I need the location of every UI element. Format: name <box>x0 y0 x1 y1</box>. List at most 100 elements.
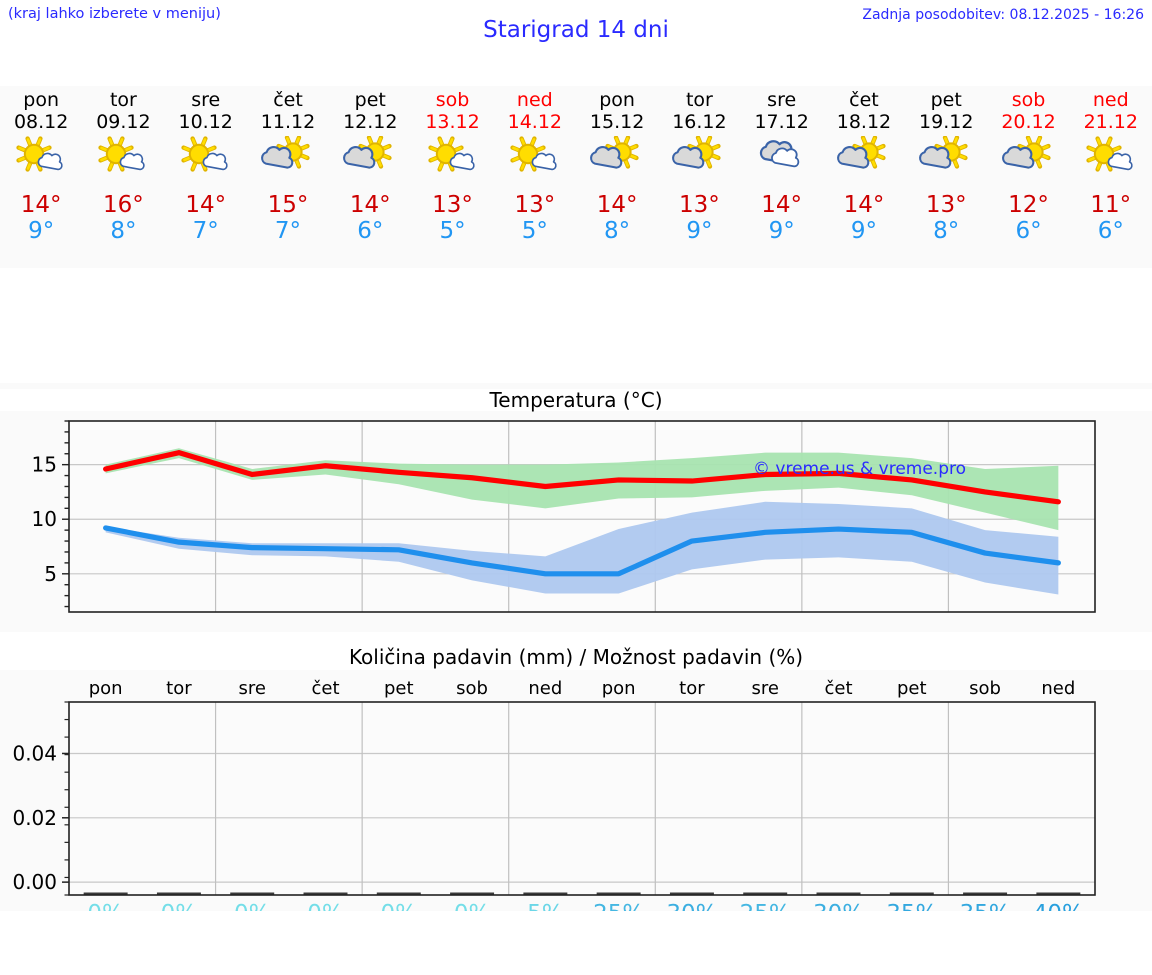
precipitation-probability-label: 40% <box>1033 901 1084 911</box>
min-temperature-value: 5° <box>521 218 548 244</box>
min-temperature-value: 6° <box>1015 218 1042 244</box>
precipitation-y-tick-label: 0.02 <box>12 806 57 830</box>
day-column[interactable]: sre 17.12 14° 9° <box>741 86 823 268</box>
min-temperature-value: 9° <box>28 218 55 244</box>
precipitation-bar <box>963 892 1008 895</box>
precipitation-chart-title: Količina padavin (mm) / Možnost padavin … <box>0 645 1152 670</box>
max-temperature-value: 13° <box>925 192 967 218</box>
day-column[interactable]: ned 21.12 11° 6° <box>1070 86 1152 268</box>
precipitation-bar <box>1036 892 1081 895</box>
temperature-y-tick-label: 5 <box>44 562 57 586</box>
page-title: Starigrad 14 dni <box>483 17 669 43</box>
day-column[interactable]: pon 15.12 14° 8° <box>576 86 658 268</box>
max-temperature-value: 13° <box>679 192 720 218</box>
min-temperature-value: 7° <box>274 218 302 244</box>
precipitation-probability-label: 0% <box>161 901 198 911</box>
max-temperature-value: 12° <box>1008 192 1049 218</box>
precipitation-probability-label: 30% <box>666 901 717 911</box>
precipitation-bar <box>156 892 201 895</box>
temperature-y-tick-label: 10 <box>32 507 57 531</box>
max-temperature-value: 14° <box>20 192 62 218</box>
max-temperature-value: 11° <box>1090 192 1132 218</box>
max-temperature-value: 16° <box>103 192 144 218</box>
precipitation-bar <box>230 892 275 895</box>
min-temperature-value: 6° <box>1097 218 1124 244</box>
precipitation-probability-label: 35% <box>960 901 1011 911</box>
day-column[interactable]: pet 12.12 14° 6° <box>329 86 411 268</box>
day-of-week-label: ned <box>516 89 553 111</box>
menu-hint-text: (kraj lahko izberete v meniju) <box>8 6 221 22</box>
precipitation-probability-label: 0% <box>307 901 344 911</box>
cloud-sun-icon <box>257 135 319 183</box>
day-date-label: 21.12 <box>1083 111 1138 133</box>
precipitation-day-label: sob <box>969 678 1001 699</box>
day-column[interactable]: tor 09.12 16° 8° <box>82 86 164 268</box>
day-column[interactable]: ned 14.12 13° 5° <box>494 86 576 268</box>
day-column[interactable]: sob 13.12 13° 5° <box>411 86 493 268</box>
day-column[interactable]: čet 11.12 15° 7° <box>247 86 329 268</box>
precipitation-probability-label: 30% <box>813 901 864 911</box>
day-column[interactable]: pet 19.12 13° 8° <box>905 86 987 268</box>
day-of-week-label: tor <box>685 89 713 111</box>
day-date-label: 10.12 <box>178 111 233 133</box>
watermark-text: © vreme.us & vreme.pro <box>753 459 966 479</box>
last-updated-text: Zadnja posodobitev: 08.12.2025 - 16:26 <box>862 7 1144 23</box>
precipitation-bar <box>376 892 421 895</box>
day-date-label: 14.12 <box>507 111 563 133</box>
day-of-week-label: sre <box>767 89 797 111</box>
day-column[interactable]: sre 10.12 14° 7° <box>165 86 247 268</box>
day-of-week-label: sob <box>1011 89 1046 111</box>
day-of-week-label: pet <box>354 89 386 111</box>
temperature-y-tick-label: 15 <box>32 453 57 477</box>
precipitation-y-tick-label: 0.00 <box>12 870 57 894</box>
precipitation-y-tick-label: 0.04 <box>12 741 57 765</box>
precipitation-probability-label: 0% <box>87 901 124 911</box>
precipitation-bar <box>450 892 495 895</box>
precipitation-day-label: pon <box>602 678 636 699</box>
day-date-label: 19.12 <box>919 111 974 133</box>
precipitation-probability-label: 0% <box>454 901 491 911</box>
temperature-chart-title: Temperatura (°C) <box>0 389 1152 411</box>
day-column[interactable]: pon 08.12 14° 9° <box>0 86 82 268</box>
precipitation-probability-label: 35% <box>886 901 937 911</box>
cloudy-icon <box>751 135 813 183</box>
precipitation-probability-label: 0% <box>381 901 418 911</box>
cloud-sun-icon <box>586 135 648 183</box>
sun-small-cloud-icon <box>92 135 154 183</box>
precipitation-day-label: tor <box>166 678 192 699</box>
day-column[interactable]: sob 20.12 12° 6° <box>987 86 1069 268</box>
precipitation-day-label: čet <box>311 678 339 699</box>
cloud-sun-icon <box>668 135 730 183</box>
min-temperature-value: 8° <box>604 218 631 244</box>
precipitation-bar <box>83 892 128 895</box>
page-header: (kraj lahko izberete v meniju) Starigrad… <box>0 0 1152 60</box>
max-temperature-value: 15° <box>267 192 309 218</box>
day-date-label: 11.12 <box>260 111 316 133</box>
max-temperature-value: 14° <box>349 192 391 218</box>
precipitation-day-label: sob <box>456 678 488 699</box>
precipitation-day-label: čet <box>824 678 852 699</box>
day-date-label: 08.12 <box>13 111 69 133</box>
sun-small-cloud-icon <box>422 135 484 183</box>
min-temperature-value: 7° <box>192 218 219 244</box>
precipitation-probability-label: 0% <box>234 901 271 911</box>
precipitation-probability-label: 5% <box>527 901 564 911</box>
day-column[interactable]: čet 18.12 14° 9° <box>823 86 905 268</box>
min-temperature-value: 9° <box>686 218 713 244</box>
max-temperature-value: 13° <box>432 192 473 218</box>
max-temperature-value: 14° <box>596 192 638 218</box>
day-date-label: 13.12 <box>425 111 480 133</box>
day-date-label: 17.12 <box>754 111 809 133</box>
day-of-week-label: sob <box>435 89 470 111</box>
sun-small-cloud-icon <box>175 135 237 183</box>
day-column[interactable]: tor 16.12 13° 9° <box>658 86 740 268</box>
day-of-week-label: tor <box>109 89 137 111</box>
min-temperature-value: 8° <box>110 218 137 244</box>
day-of-week-label: pon <box>23 89 59 111</box>
sun-small-cloud-icon <box>10 135 72 183</box>
day-of-week-label: čet <box>849 89 879 111</box>
day-date-label: 20.12 <box>1001 111 1056 133</box>
sun-small-cloud-icon <box>504 135 566 183</box>
temperature-chart: 5 10 15 © vreme.us & vreme.pro <box>32 420 1096 613</box>
max-temperature-value: 14° <box>185 192 227 218</box>
